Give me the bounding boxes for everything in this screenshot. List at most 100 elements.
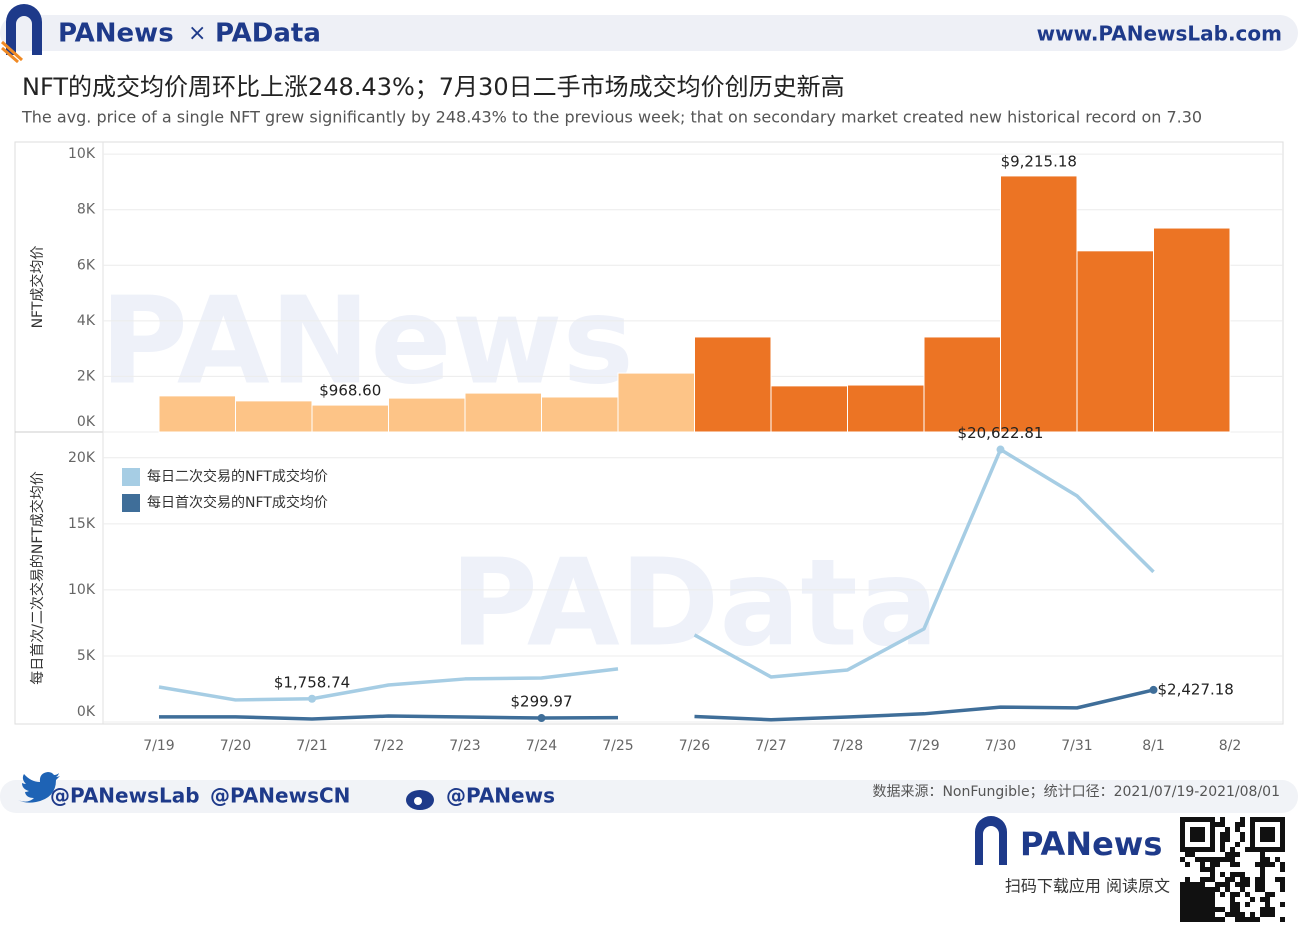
x-tick-label: 7/22 (373, 738, 404, 754)
qr-cell (1250, 912, 1255, 917)
line-series (159, 714, 619, 721)
qr-cell (1265, 862, 1270, 867)
qr-cell (1200, 857, 1205, 862)
qr-cell (1180, 912, 1185, 917)
bar (1153, 227, 1231, 433)
qr-cell (1200, 827, 1205, 832)
qr-cell (1270, 892, 1275, 897)
qr-cell (1265, 837, 1270, 842)
qr-cell (1200, 832, 1205, 837)
qr-cell (1195, 847, 1200, 852)
qr-cell (1205, 857, 1210, 862)
qr-cell (1225, 852, 1230, 857)
y-tick-label: 20K (68, 450, 96, 466)
qr-cell (1215, 857, 1220, 862)
qr-cell (1205, 887, 1210, 892)
qr-cell (1230, 862, 1235, 867)
qr-cell (1260, 857, 1265, 862)
qr-cell (1275, 817, 1280, 822)
qr-cell (1205, 902, 1210, 907)
qr-cell (1230, 877, 1235, 882)
qr-cell (1185, 847, 1190, 852)
site-url: www.PANewsLab.com (1037, 22, 1282, 46)
qr-cell (1225, 912, 1230, 917)
watermark: PAData (450, 535, 939, 674)
qr-cell (1195, 892, 1200, 897)
logo-icon (6, 4, 42, 55)
qr-cell (1280, 877, 1285, 882)
footer-brand: PANews (1020, 825, 1162, 863)
qr-cell (1255, 862, 1260, 867)
bar (617, 372, 695, 433)
qr-cell (1190, 917, 1195, 922)
qr-cell (1180, 887, 1185, 892)
bar (388, 397, 466, 433)
data-label: $299.97 (510, 693, 572, 711)
qr-cell (1280, 817, 1285, 822)
qr-cell (1185, 852, 1190, 857)
qr-cell (1205, 892, 1210, 897)
qr-cell (1195, 887, 1200, 892)
qr-cell (1205, 907, 1210, 912)
qr-cell (1205, 867, 1210, 872)
point-marker (308, 694, 316, 703)
qr-cell (1220, 882, 1225, 887)
qr-cell (1210, 867, 1215, 872)
y-axis-label: 每日首次/二次交易的NFT成交均价 (29, 471, 46, 685)
x-tick-label: 7/20 (220, 738, 251, 754)
qr-cell (1200, 847, 1205, 852)
y-axis-label: NFT成交均价 (29, 246, 46, 329)
qr-cell (1275, 857, 1280, 862)
y-tick-label: 10K (68, 146, 96, 162)
y-tick-label: 0K (77, 414, 96, 430)
qr-cell (1185, 862, 1190, 867)
qr-cell (1215, 907, 1220, 912)
qr-cell (1235, 862, 1240, 867)
qr-cell (1210, 837, 1215, 842)
line-series (694, 688, 1154, 722)
qr-cell (1195, 902, 1200, 907)
qr-cell (1220, 857, 1225, 862)
qr-cell (1235, 907, 1240, 912)
qr-cell (1225, 877, 1230, 882)
qr-cell (1230, 897, 1235, 902)
qr-cell (1190, 832, 1195, 837)
qr-cell (1190, 892, 1195, 897)
qr-cell (1270, 847, 1275, 852)
legend-label: 每日首次交易的NFT成交均价 (147, 494, 328, 511)
qr-cell (1195, 907, 1200, 912)
qr-cell (1225, 857, 1230, 862)
qr-cell (1180, 882, 1185, 887)
qr-cell (1210, 887, 1215, 892)
qr-cell (1225, 832, 1230, 837)
x-tick-label: 7/19 (143, 738, 174, 754)
qr-cell (1185, 907, 1190, 912)
bar (311, 404, 389, 433)
qr-cell (1255, 817, 1260, 822)
qr-cell (1230, 907, 1235, 912)
qr-cell (1220, 822, 1225, 827)
watermark: PANews (100, 273, 634, 412)
qr-cell (1205, 897, 1210, 902)
qr-cell (1210, 817, 1215, 822)
qr-cell (1205, 917, 1210, 922)
qr-cell (1260, 897, 1265, 902)
qr-cell (1260, 877, 1265, 882)
qr-cell (1200, 902, 1205, 907)
qr-cell (1220, 837, 1225, 842)
y-tick-label: 6K (77, 257, 96, 273)
qr-cell (1190, 912, 1195, 917)
qr-cell (1235, 872, 1240, 877)
qr-cell (1200, 907, 1205, 912)
qr-cell (1200, 837, 1205, 842)
qr-cell (1250, 917, 1255, 922)
bar (1076, 250, 1154, 433)
qr-cell (1210, 832, 1215, 837)
qr-cell (1195, 827, 1200, 832)
qr-cell (1280, 882, 1285, 887)
y-tick-label: 15K (68, 516, 96, 532)
qr-cell (1240, 887, 1245, 892)
qr-cell (1180, 827, 1185, 832)
qr-cell (1250, 827, 1255, 832)
